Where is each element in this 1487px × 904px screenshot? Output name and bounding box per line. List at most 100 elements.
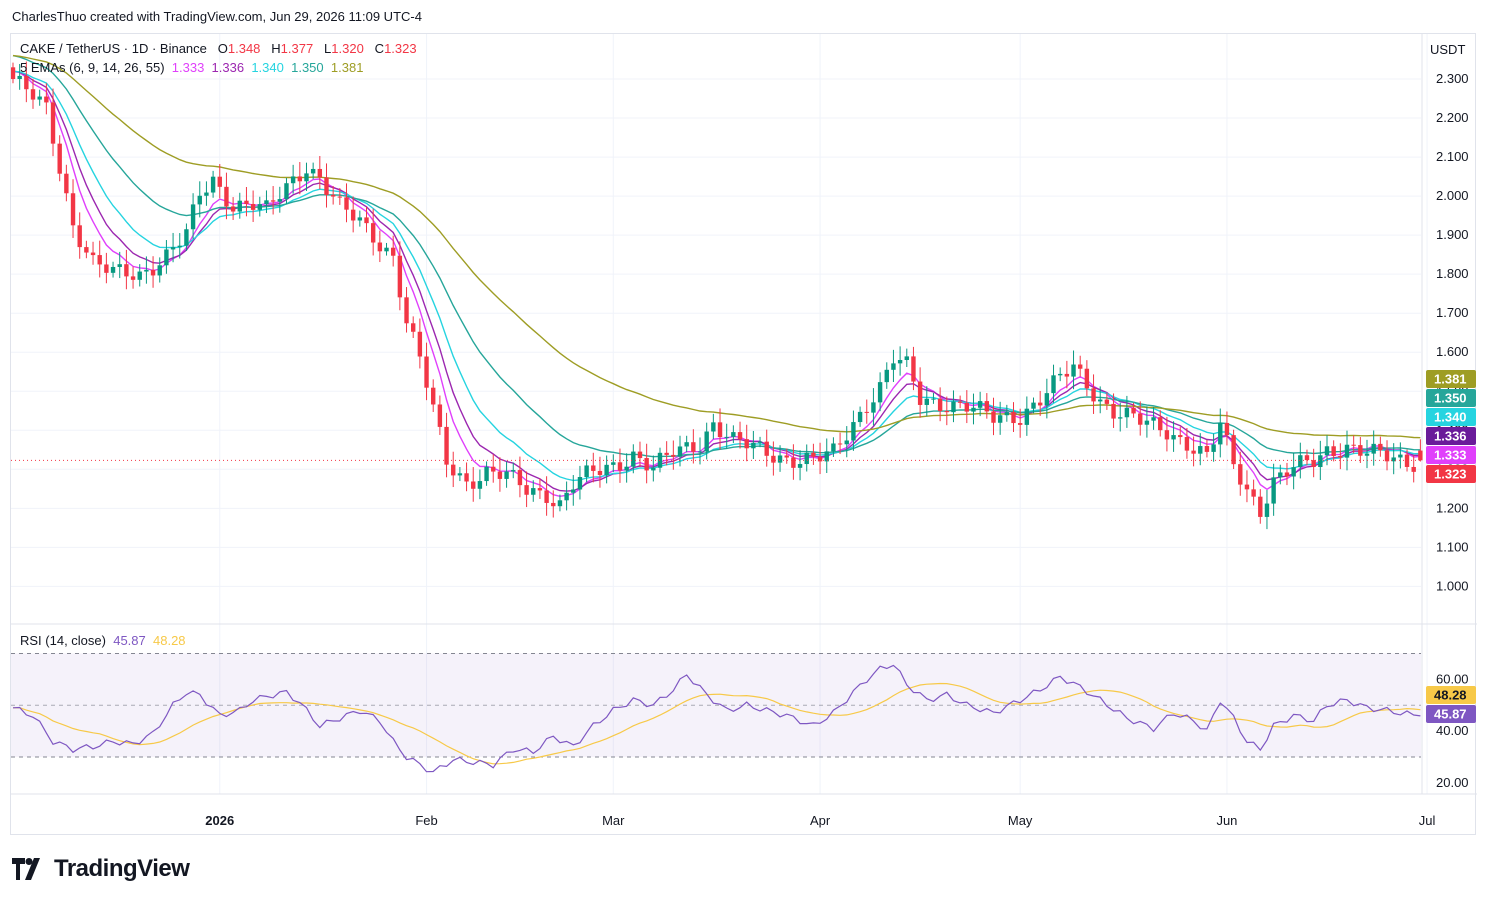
candle-body xyxy=(471,481,476,489)
candle-body xyxy=(1111,403,1116,419)
symbol-name[interactable]: CAKE / TetherUS · 1D · Binance xyxy=(20,41,207,56)
candle-body xyxy=(1311,460,1316,468)
candle-body xyxy=(170,247,176,250)
price-tick-label: 2.300 xyxy=(1436,71,1469,86)
symbol-legend-row[interactable]: CAKE / TetherUS · 1D · Binance O1.348 H1… xyxy=(20,39,417,58)
candle-body xyxy=(584,465,589,478)
candle-body xyxy=(771,455,776,463)
candle-body xyxy=(1224,422,1230,436)
candle-body xyxy=(851,422,856,441)
candle-body xyxy=(344,197,349,210)
ema-9-value: 1.336 xyxy=(211,60,245,75)
ema-26-line xyxy=(12,54,1421,458)
tradingview-logo[interactable]: TradingView xyxy=(12,855,190,883)
candle-body xyxy=(270,200,276,202)
time-tick-label: Mar xyxy=(602,813,625,828)
candle-body xyxy=(917,381,923,405)
rsi-title[interactable]: RSI (14, close) xyxy=(20,633,106,648)
candle-body xyxy=(264,200,269,205)
time-tick-label: Jul xyxy=(1419,813,1436,828)
candle-body xyxy=(617,462,623,471)
candle-body xyxy=(764,441,769,456)
candle-body xyxy=(350,209,356,221)
candle-body xyxy=(390,247,396,256)
candle-body xyxy=(50,102,56,144)
candle-body xyxy=(1198,446,1203,454)
ema-14-badge-text: 1.340 xyxy=(1434,410,1467,425)
ema-6-badge xyxy=(1426,446,1476,464)
candle-body xyxy=(1244,484,1250,490)
candle-body xyxy=(831,443,836,452)
price-tick-label: 1.000 xyxy=(1436,578,1469,593)
candle-body xyxy=(84,247,89,253)
candle-body xyxy=(1144,420,1150,425)
rsi-ma-value: 48.28 xyxy=(153,633,186,648)
candle-body xyxy=(1298,455,1303,468)
ema-55-line xyxy=(12,54,1421,439)
candle-body xyxy=(1031,402,1036,409)
candle-body xyxy=(691,442,696,452)
chart-canvas[interactable]: 2.300 2.200 2.100 2.000 1.900 1.800 1.700 1.600… xyxy=(11,34,1477,836)
candle-body xyxy=(1158,417,1163,431)
candle-body xyxy=(1104,399,1110,404)
rsi-ma-badge-text: 48.28 xyxy=(1434,688,1467,703)
candle-body xyxy=(1324,446,1330,456)
candle-body xyxy=(1331,446,1336,457)
ema-title[interactable]: 5 EMAs (6, 9, 14, 26, 55) xyxy=(20,60,165,75)
candle-body xyxy=(330,194,336,197)
candle-body xyxy=(1358,445,1363,456)
candle-body xyxy=(511,470,516,472)
candle-body xyxy=(244,200,249,204)
open-label: O xyxy=(217,41,228,56)
candle-body xyxy=(797,464,803,468)
candle-body xyxy=(464,473,469,482)
candle-body xyxy=(551,502,556,507)
candle-body xyxy=(931,398,936,400)
rsi-legend[interactable]: RSI (14, close) 45.87 48.28 xyxy=(20,633,186,648)
candle-body xyxy=(1344,444,1350,458)
candle-body xyxy=(611,462,616,465)
candle-body xyxy=(1398,454,1403,458)
candle-body xyxy=(897,360,903,364)
candle-body xyxy=(744,439,749,449)
candle-body xyxy=(90,252,96,256)
ema-legend-row[interactable]: 5 EMAs (6, 9, 14, 26, 55) 1.333 1.336 1.… xyxy=(20,58,417,77)
low-label: L xyxy=(324,41,332,56)
candle-body xyxy=(864,411,869,413)
candle-body xyxy=(117,264,122,267)
candle-body xyxy=(204,192,209,196)
candle-body xyxy=(224,186,229,207)
candle-body xyxy=(370,223,376,243)
time-tick-label: 2026 xyxy=(205,813,234,828)
candle-body xyxy=(250,203,256,210)
candle-body xyxy=(417,331,423,357)
candle-body xyxy=(110,266,116,273)
candle-body xyxy=(290,176,296,184)
candle-body xyxy=(517,470,523,486)
candle-body xyxy=(597,470,603,475)
candle-body xyxy=(237,200,242,212)
candle-body xyxy=(1418,450,1423,461)
rsi-value: 45.87 xyxy=(113,633,146,648)
candle-body xyxy=(64,173,69,194)
candle-body xyxy=(671,454,676,457)
candle-body xyxy=(891,363,896,370)
ema-14-value: 1.340 xyxy=(251,60,284,75)
candle-body xyxy=(217,176,222,187)
ema-14-line xyxy=(12,70,1421,482)
candle-body xyxy=(451,464,456,476)
candle-body xyxy=(857,411,863,423)
candle-body xyxy=(197,195,202,205)
ema-6-value: 1.333 xyxy=(171,60,205,75)
ema-26-badge-text: 1.350 xyxy=(1434,391,1467,406)
candle-body xyxy=(24,75,29,90)
candle-body xyxy=(104,264,109,273)
currency-label[interactable]: USDT xyxy=(1430,42,1465,57)
candle-body xyxy=(57,143,62,174)
candle-body xyxy=(651,467,656,471)
candle-body xyxy=(777,455,783,463)
candle-body xyxy=(11,67,16,80)
candle-body xyxy=(457,473,463,476)
price-tick-label: 1.700 xyxy=(1436,305,1469,320)
chart-frame[interactable]: 2.300 2.200 2.100 2.000 1.900 1.800 1.700 1.600… xyxy=(10,33,1477,836)
